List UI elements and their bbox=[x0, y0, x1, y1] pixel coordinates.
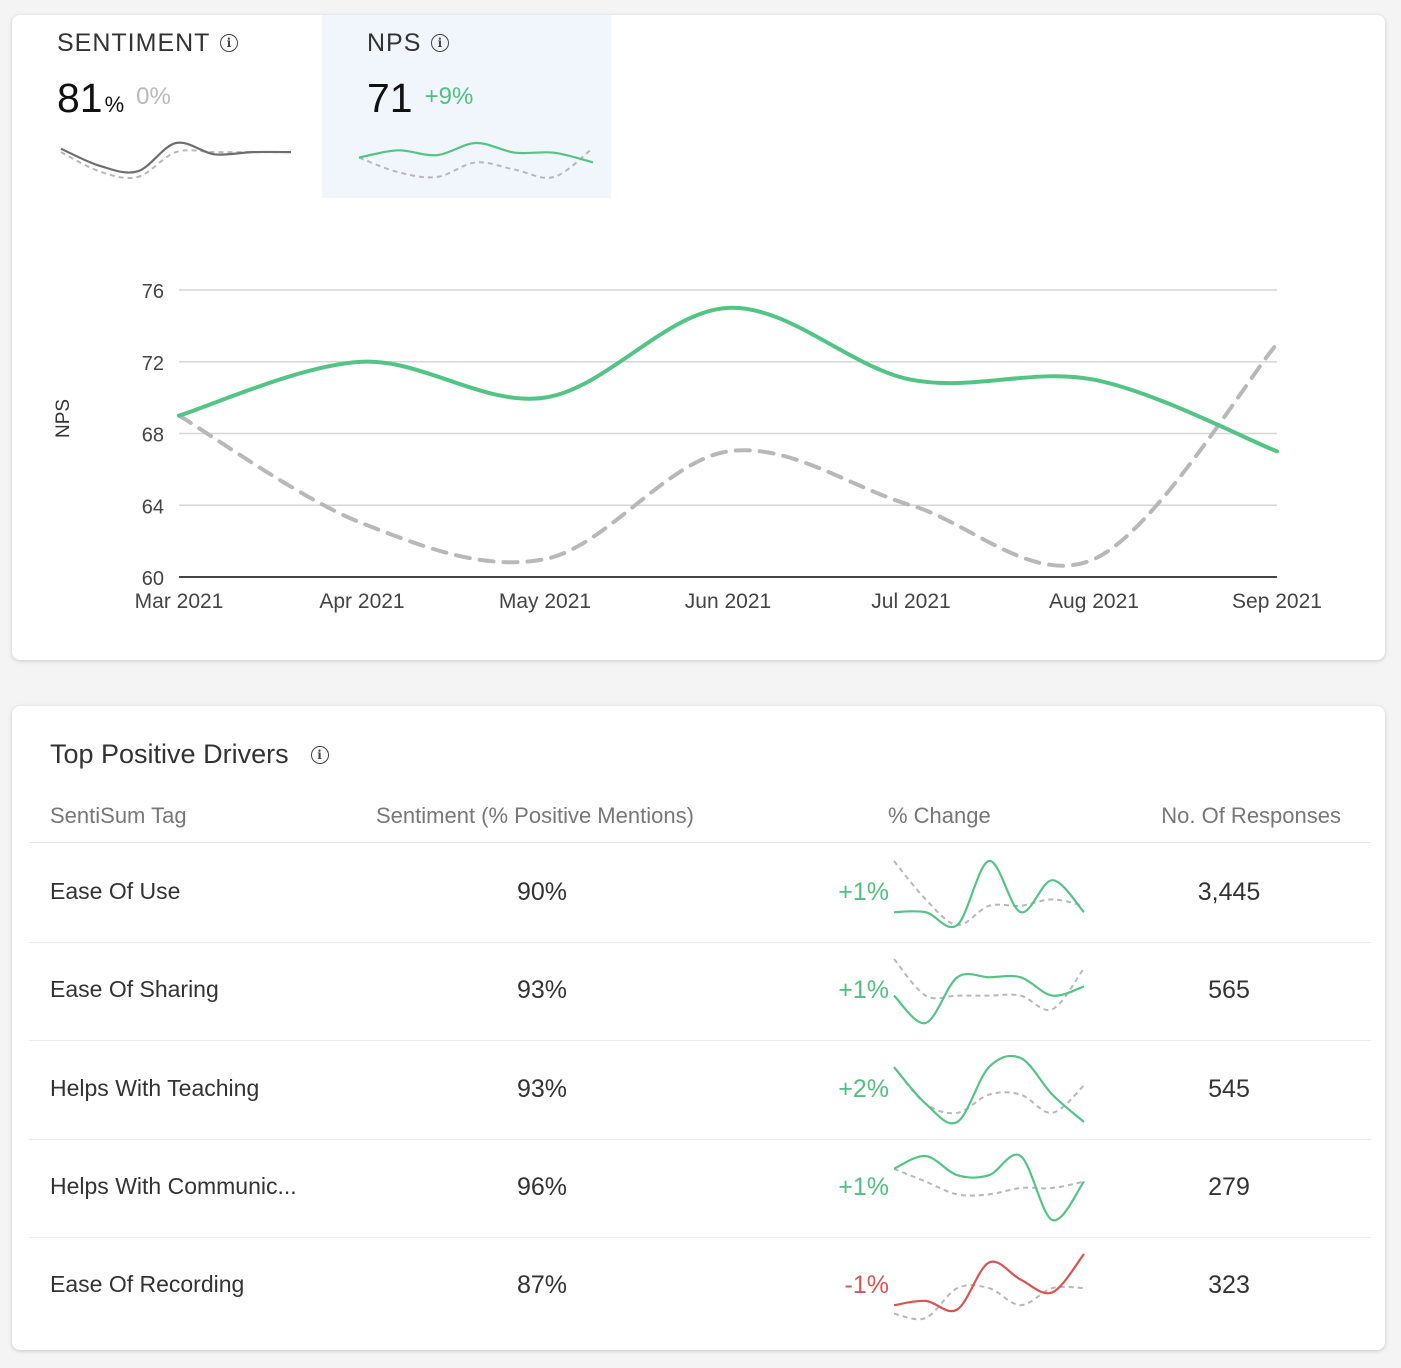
sentiment-metric[interactable]: SENTIMENT i 81% 0% bbox=[12, 15, 322, 198]
driver-responses: 565 bbox=[1208, 976, 1250, 1005]
sparkline-trend bbox=[893, 1253, 1085, 1313]
driver-tag: Ease Of Recording bbox=[50, 1271, 245, 1298]
sparkline-baseline bbox=[893, 958, 1085, 1012]
sparkline-baseline bbox=[893, 1066, 1085, 1114]
sparkline-trend bbox=[893, 973, 1085, 1025]
nps-value: 71 bbox=[367, 75, 413, 121]
drivers-card: Top Positive Drivers i SentiSum Tag Senti… bbox=[12, 706, 1385, 1350]
driver-tag: Ease Of Use bbox=[50, 878, 181, 904]
x-tick-label: Aug 2021 bbox=[1049, 590, 1139, 613]
table-row[interactable]: Helps With Communic... 96% +1% 279 bbox=[29, 1139, 1371, 1238]
driver-sentiment: 90% bbox=[517, 878, 568, 906]
sparkline-baseline bbox=[893, 1284, 1085, 1321]
sentiment-title: SENTIMENT bbox=[57, 29, 211, 57]
x-tick-label: May 2021 bbox=[499, 590, 591, 613]
nps-value-row: 71 +9% bbox=[367, 75, 473, 122]
nps-delta: +9% bbox=[424, 83, 474, 110]
sparkline-trend bbox=[358, 141, 594, 164]
nps-title: NPS bbox=[367, 29, 422, 57]
trend-card: SENTIMENT i 81% 0% NPS i 71 +9% 60 64 68 72 76 Ma… bbox=[12, 15, 1385, 660]
x-tick-label: Mar 2021 bbox=[135, 590, 224, 613]
driver-sentiment: 93% bbox=[517, 976, 568, 1005]
info-icon[interactable]: i bbox=[431, 34, 450, 52]
driver-change: +2% bbox=[838, 1074, 889, 1103]
driver-sentiment: 96% bbox=[517, 1172, 568, 1201]
x-tick-label: Jun 2021 bbox=[685, 590, 771, 613]
sparkline-trend bbox=[893, 859, 1085, 928]
sparkline-trend bbox=[60, 141, 292, 174]
driver-tag: Ease Of Sharing bbox=[50, 976, 219, 1003]
y-tick-label: 60 bbox=[142, 568, 164, 590]
driver-sparkline bbox=[893, 958, 1085, 1025]
driver-sparkline bbox=[893, 859, 1085, 928]
driver-responses: 279 bbox=[1208, 1172, 1250, 1201]
column-header-tag[interactable]: SentiSum Tag bbox=[50, 803, 187, 828]
drivers-title: Top Positive Drivers bbox=[50, 739, 289, 769]
driver-change: -1% bbox=[844, 1271, 889, 1300]
table-row[interactable]: Ease Of Sharing 93% +1% 565 bbox=[29, 942, 1371, 1042]
sparkline-baseline bbox=[893, 860, 1085, 926]
driver-change: +1% bbox=[838, 878, 889, 906]
driver-change: +1% bbox=[838, 1172, 889, 1201]
header-divider bbox=[29, 842, 1371, 843]
x-tick-label: Sep 2021 bbox=[1232, 590, 1322, 613]
sentiment-value-row: 81% 0% bbox=[57, 75, 171, 122]
x-tick-label: Apr 2021 bbox=[319, 590, 404, 613]
driver-sentiment: 87% bbox=[517, 1271, 568, 1300]
sentiment-unit: % bbox=[104, 92, 125, 117]
series-line bbox=[177, 305, 1279, 454]
table-row[interactable]: Ease Of Use 90% +1% 3,445 bbox=[29, 844, 1371, 943]
sparkline-trend bbox=[893, 1054, 1085, 1125]
y-tick-label: 68 bbox=[142, 425, 164, 447]
table-row[interactable]: Helps With Teaching 93% +2% 545 bbox=[29, 1041, 1371, 1140]
y-tick-label: 64 bbox=[142, 496, 164, 518]
info-icon[interactable]: i bbox=[310, 746, 329, 764]
driver-sparkline bbox=[893, 1153, 1085, 1222]
driver-responses: 545 bbox=[1208, 1074, 1250, 1103]
sentiment-title-row: SENTIMENT i bbox=[57, 29, 239, 58]
driver-change: +1% bbox=[838, 976, 889, 1005]
driver-sparkline bbox=[893, 1054, 1085, 1125]
nps-metric[interactable]: NPS i 71 +9% bbox=[322, 15, 611, 198]
x-tick-label: Jul 2021 bbox=[871, 590, 950, 613]
drivers-title-row: Top Positive Drivers i bbox=[50, 739, 329, 770]
column-header-sentiment[interactable]: Sentiment (% Positive Mentions) bbox=[376, 803, 694, 828]
series-line bbox=[177, 341, 1279, 568]
info-icon[interactable]: i bbox=[220, 34, 239, 52]
y-tick-label: 72 bbox=[142, 353, 164, 375]
y-tick-label: 76 bbox=[142, 281, 164, 303]
sentiment-sparkline bbox=[60, 141, 292, 180]
driver-tag: Helps With Communic... bbox=[50, 1172, 297, 1199]
nps-title-row: NPS i bbox=[367, 29, 450, 58]
driver-responses: 323 bbox=[1208, 1271, 1250, 1300]
sentiment-delta: 0% bbox=[136, 83, 171, 110]
y-axis-label: NPS bbox=[53, 399, 74, 438]
sentiment-value: 81 bbox=[57, 75, 103, 121]
sparkline-baseline bbox=[893, 1167, 1085, 1197]
table-row[interactable]: Ease Of Recording 87% -1% 323 bbox=[29, 1237, 1371, 1335]
driver-sparkline bbox=[893, 1253, 1085, 1321]
sparkline-baseline bbox=[60, 149, 291, 180]
driver-tag: Helps With Teaching bbox=[50, 1074, 260, 1101]
column-header-responses[interactable]: No. Of Responses bbox=[1161, 803, 1341, 828]
driver-sentiment: 93% bbox=[517, 1074, 568, 1103]
nps-line-chart: 60 64 68 72 76 Mar 2021 Apr 2021 May 2021 Jun 20… bbox=[53, 281, 1322, 613]
nps-sparkline bbox=[358, 141, 594, 179]
column-header-change[interactable]: % Change bbox=[888, 803, 991, 828]
sparkline-trend bbox=[893, 1153, 1085, 1222]
driver-responses: 3,445 bbox=[1197, 878, 1261, 906]
